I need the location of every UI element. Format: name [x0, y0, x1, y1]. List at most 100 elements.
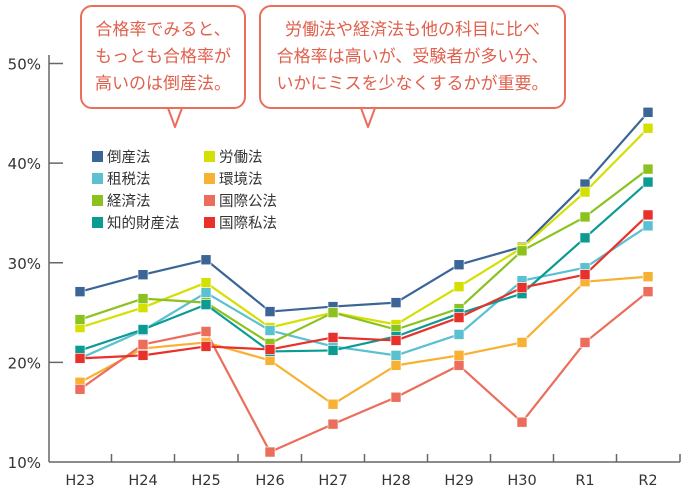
data-point	[642, 220, 654, 232]
legend-label: 労働法	[219, 149, 263, 166]
series-line	[79, 168, 649, 345]
legend-swatch	[204, 150, 215, 162]
data-point	[327, 345, 339, 356]
data-point	[200, 299, 212, 310]
y-tick-label: 50%	[8, 56, 41, 74]
data-point	[516, 245, 528, 257]
series-line	[79, 214, 649, 360]
y-tick-label: 10%	[8, 454, 41, 472]
legend-item: 環境法	[204, 168, 314, 188]
data-point	[327, 307, 339, 318]
data-point	[453, 281, 465, 292]
callout-line: 合格率でみると、	[95, 19, 231, 40]
data-point	[390, 297, 402, 308]
data-point	[516, 416, 528, 428]
series-line	[79, 127, 649, 329]
data-point	[137, 339, 149, 350]
series-line	[79, 181, 649, 353]
data-point	[642, 271, 654, 282]
data-point	[642, 176, 654, 188]
series-line	[79, 275, 649, 406]
y-tick-label: 20%	[8, 354, 41, 372]
callout-bankruptcy: 合格率でみると、 もっとも合格率が 高いのは倒産法。	[80, 5, 246, 109]
data-point	[390, 350, 402, 361]
data-point	[579, 269, 591, 281]
data-point	[264, 325, 276, 336]
y-tick-label: 30%	[8, 255, 41, 273]
data-point	[579, 186, 591, 198]
x-tick-label: H29	[444, 473, 473, 489]
data-point	[642, 107, 654, 118]
legend-label: 環境法	[219, 171, 263, 188]
data-point	[200, 326, 212, 337]
legend-swatch	[92, 150, 103, 162]
data-point	[579, 232, 591, 244]
x-tick-label: R1	[575, 473, 594, 489]
legend-item: 倒産法	[92, 146, 204, 166]
data-point	[390, 335, 402, 346]
callout-line: 合格率は高いが、受験者が多い分、	[276, 46, 549, 67]
callout-line: 労働法や経済法も他の科目に比べ	[285, 19, 540, 40]
data-point	[579, 337, 591, 348]
x-tick-label: H26	[255, 473, 284, 489]
legend-label: 国際公法	[219, 193, 277, 210]
data-point	[327, 398, 339, 410]
data-point	[200, 254, 212, 266]
data-point	[74, 286, 86, 297]
x-tick-label: H28	[381, 473, 410, 489]
data-point	[390, 391, 402, 403]
data-point	[264, 306, 276, 317]
data-point	[74, 314, 86, 325]
data-point	[200, 287, 212, 298]
x-tick-label: H24	[128, 473, 157, 489]
data-point	[137, 324, 149, 335]
data-point	[327, 418, 339, 430]
data-point	[642, 286, 654, 297]
callout-line: 高いのは倒産法。	[95, 73, 231, 94]
data-point	[579, 211, 591, 223]
legend-item: 知的財産法	[92, 212, 204, 232]
data-point	[137, 350, 149, 361]
legend-item: 国際公法	[204, 190, 314, 210]
x-tick-label: H27	[318, 473, 347, 489]
data-point	[74, 383, 86, 395]
legend-swatch	[92, 194, 103, 206]
x-tick-label: R2	[638, 473, 657, 489]
callout-tail	[167, 107, 183, 128]
data-point	[74, 353, 86, 364]
data-point	[453, 360, 465, 371]
data-point	[200, 341, 212, 352]
chart-legend: 倒産法 労働法租税法 環境法経済法 国際公法知的財産法 国際私法	[92, 146, 314, 232]
data-point	[200, 277, 212, 288]
data-point	[453, 350, 465, 361]
legend-label: 知的財産法	[107, 215, 180, 232]
legend-label: 経済法	[107, 193, 151, 210]
data-point	[137, 302, 149, 313]
legend-swatch	[92, 172, 103, 184]
legend-label: 国際私法	[219, 215, 277, 232]
data-point	[453, 312, 465, 323]
data-point	[264, 344, 276, 355]
data-point	[516, 282, 528, 293]
data-point	[642, 122, 654, 134]
series-line	[79, 224, 649, 360]
data-point	[390, 360, 402, 371]
data-point	[137, 293, 149, 304]
callout-line: いかにミスを少なくするかが重要。	[276, 73, 549, 94]
x-tick-label: H25	[191, 473, 220, 489]
data-point	[264, 446, 276, 458]
callout-line: もっとも合格率が	[95, 46, 231, 67]
x-tick-label: H23	[65, 473, 94, 489]
data-point	[264, 355, 276, 366]
callout-tail	[360, 107, 376, 128]
legend-swatch	[204, 172, 215, 184]
legend-label: 租税法	[107, 171, 151, 188]
data-point	[327, 332, 339, 343]
data-point	[453, 329, 465, 340]
data-point	[516, 337, 528, 348]
series-line	[79, 111, 649, 313]
series-line	[79, 290, 649, 454]
data-point	[137, 269, 149, 281]
legend-swatch	[204, 194, 215, 206]
data-point	[642, 209, 654, 221]
